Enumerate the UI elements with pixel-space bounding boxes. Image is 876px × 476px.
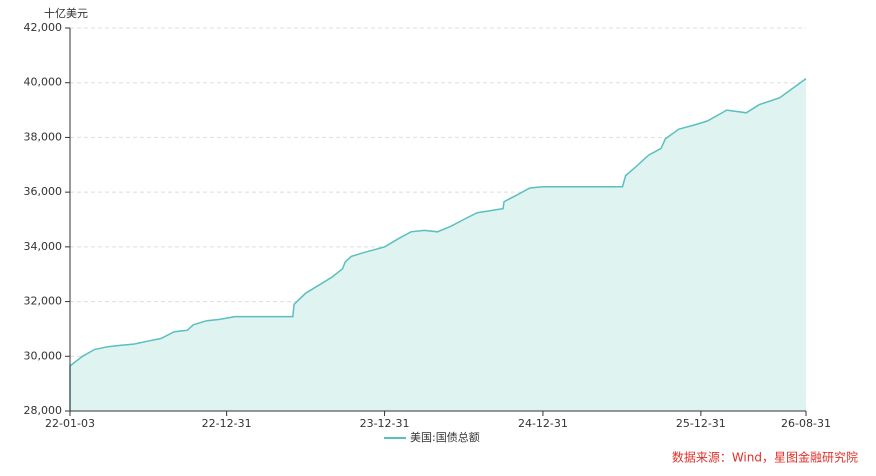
unit-label: 十亿美元 bbox=[44, 6, 88, 20]
y-tick-label: 42,000 bbox=[24, 21, 63, 34]
x-tick-label: 23-12-31 bbox=[360, 417, 410, 430]
area-line bbox=[69, 77, 807, 411]
y-tick-label: 28,000 bbox=[24, 404, 63, 417]
y-tick-label: 36,000 bbox=[24, 185, 63, 198]
x-tick-label: 22-12-31 bbox=[202, 417, 252, 430]
x-tick-label: 22-01-03 bbox=[45, 417, 95, 430]
y-tick-label: 34,000 bbox=[24, 240, 63, 253]
x-tick-label: 26-08-31 bbox=[781, 417, 831, 430]
y-tick-label: 32,000 bbox=[24, 295, 63, 308]
legend-label: 美国:国债总额 bbox=[410, 430, 480, 444]
y-tick-label: 40,000 bbox=[24, 76, 63, 89]
y-tick-label: 38,000 bbox=[24, 130, 63, 143]
y-tick-label: 30,000 bbox=[24, 349, 63, 362]
x-tick-label: 24-12-31 bbox=[518, 417, 568, 430]
source-note: 数据来源：Wind，星图金融研究院 bbox=[672, 450, 858, 465]
x-tick-label: 25-12-31 bbox=[676, 417, 726, 430]
area-fill bbox=[70, 78, 806, 411]
